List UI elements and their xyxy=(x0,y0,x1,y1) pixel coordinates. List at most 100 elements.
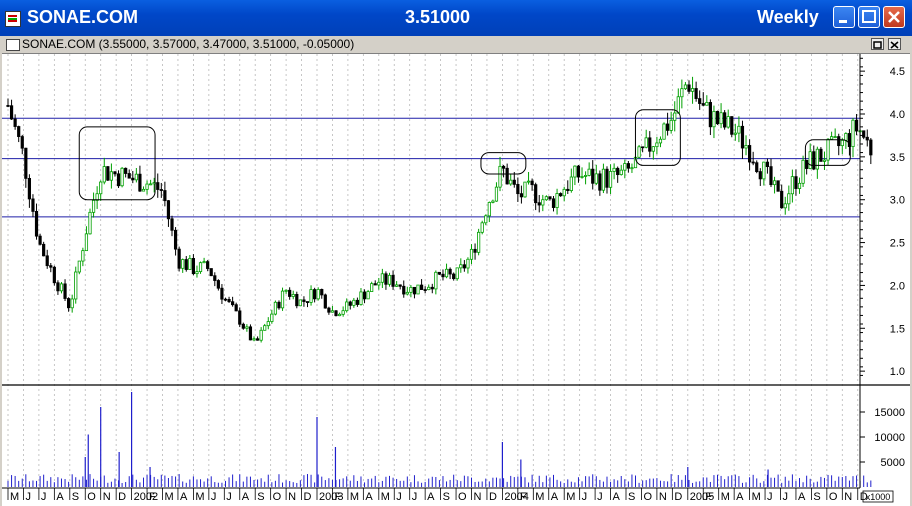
maximize-button[interactable] xyxy=(858,6,880,28)
minimize-button[interactable] xyxy=(833,6,855,28)
volume-axis: 5000 10000 15000 x1000 xyxy=(860,407,905,503)
time-tick-label: 2004 xyxy=(504,491,528,503)
candle-body xyxy=(419,284,424,290)
subwindow-icon xyxy=(6,39,20,51)
time-tick-label: S xyxy=(443,491,450,503)
candle-body xyxy=(149,183,153,186)
candle-body xyxy=(837,136,841,147)
candle-body xyxy=(865,136,869,141)
candle-body xyxy=(188,258,192,270)
candle-body xyxy=(812,151,816,170)
stock-chart[interactable]: 1.0 1.5 2.0 2.5 3.0 3.5 4.0 4.5 5000 10000 15000 x… xyxy=(2,54,910,506)
candle-body xyxy=(541,199,545,206)
candle-body xyxy=(416,284,420,295)
candle-body xyxy=(70,298,74,309)
candle-body xyxy=(84,233,89,252)
candle-body xyxy=(124,167,128,174)
candle-body xyxy=(156,182,160,190)
candle-body xyxy=(551,198,556,208)
candle-body xyxy=(330,310,335,313)
candle-body xyxy=(448,268,452,275)
candle-body xyxy=(327,307,331,313)
candle-body xyxy=(605,168,609,188)
candle-body xyxy=(573,165,577,178)
candle-body xyxy=(772,180,777,186)
time-tick-label: J xyxy=(597,491,603,503)
time-tick-label: A xyxy=(365,491,373,503)
candle-body xyxy=(748,145,752,163)
candle-body xyxy=(698,98,702,104)
candle-body xyxy=(430,286,434,290)
candle-body xyxy=(291,293,295,297)
close-button[interactable] xyxy=(883,6,905,28)
candle-body xyxy=(409,286,413,293)
candle-body xyxy=(209,268,213,277)
candle-body xyxy=(509,179,513,185)
candle-body xyxy=(220,287,224,300)
app-icon[interactable] xyxy=(5,11,21,27)
candle-body xyxy=(91,199,96,213)
candle-body xyxy=(248,326,253,341)
candle-body xyxy=(797,182,802,189)
candle-body xyxy=(277,301,281,309)
subwindow-titlebar[interactable]: SONAE.COM (3.55000, 3.57000, 3.47000, 3.… xyxy=(2,36,910,54)
candle-body xyxy=(480,222,484,233)
candle-body xyxy=(619,169,623,176)
candle-body xyxy=(195,271,199,275)
candle-body xyxy=(355,299,360,305)
candle-body xyxy=(676,96,680,114)
candle-body xyxy=(163,190,167,202)
candle-body xyxy=(669,119,673,131)
highlight-box xyxy=(480,152,527,175)
candle-body xyxy=(687,84,691,92)
candle-body xyxy=(95,193,99,201)
candle-body xyxy=(159,189,163,191)
candle-body xyxy=(384,273,388,285)
candle-body xyxy=(184,259,188,270)
candle-body xyxy=(444,268,449,278)
candle-body xyxy=(63,283,67,299)
candle-body xyxy=(715,111,720,125)
time-tick-label: 2002 xyxy=(134,491,158,503)
time-tick-label: F xyxy=(520,491,527,503)
time-tick-label: A xyxy=(551,491,559,503)
price-tick-label: 3.0 xyxy=(890,195,905,207)
candle-body xyxy=(526,180,531,183)
candle-body xyxy=(769,166,773,186)
candle-body xyxy=(644,137,648,148)
candle-body xyxy=(680,88,684,98)
candle-body xyxy=(690,88,695,92)
candle-body xyxy=(491,200,495,203)
time-tick-label: O xyxy=(87,491,96,503)
candle-body xyxy=(516,183,520,195)
volume-tick-label: 10000 xyxy=(874,432,905,444)
candle-body xyxy=(737,125,741,134)
time-tick-label: O xyxy=(643,491,652,503)
candle-body xyxy=(42,243,46,257)
subwindow-close-button[interactable] xyxy=(888,38,901,50)
title-bar[interactable]: SONAE.COM 3.51000 Weekly xyxy=(0,0,912,36)
time-tick-label: D xyxy=(489,491,497,503)
candle-body xyxy=(27,178,31,200)
candle-body xyxy=(790,176,794,195)
candle-body xyxy=(587,168,591,176)
time-tick-label: 2005 xyxy=(690,491,714,503)
candle-body xyxy=(434,271,438,290)
time-tick-label: A xyxy=(613,491,621,503)
candle-body xyxy=(555,193,559,208)
candle-body xyxy=(566,188,570,191)
candle-body xyxy=(719,112,723,125)
candle-body xyxy=(9,105,14,120)
candle-body xyxy=(469,248,474,260)
volume-tick-label: 5000 xyxy=(881,457,905,469)
candle-body xyxy=(402,285,406,295)
candle-body xyxy=(59,283,64,292)
candle-body xyxy=(395,284,399,287)
time-tick-label: S xyxy=(813,491,820,503)
candle-body xyxy=(337,313,342,317)
subwindow-restore-button[interactable] xyxy=(871,38,884,50)
candle-body xyxy=(487,202,491,217)
candle-body xyxy=(34,211,39,237)
candle-body xyxy=(263,325,267,331)
candle-body xyxy=(740,125,745,149)
